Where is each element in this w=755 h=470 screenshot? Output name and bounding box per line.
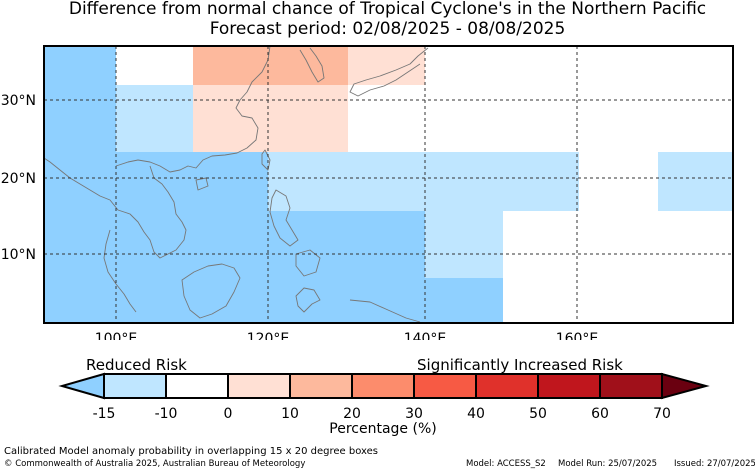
colorbar-extend-left xyxy=(58,372,105,400)
colorbar-box-1 xyxy=(103,373,167,399)
cell-light-west-pacific xyxy=(268,152,579,211)
lon-tick-140: 140°E xyxy=(404,331,447,340)
cell-light-east-block xyxy=(425,211,503,278)
cell-inc-china xyxy=(193,85,348,152)
coastline-indochina xyxy=(43,157,187,259)
colorbar-tick-10: 10 xyxy=(281,406,299,422)
anomaly-cells xyxy=(44,46,733,323)
colorbar-tick-30: 30 xyxy=(405,406,423,422)
colorbar-box-9 xyxy=(599,373,663,399)
map-panel: 100°E 120°E 140°E 160°E 30°N 20°N 10°N xyxy=(1,45,734,340)
coastline-taiwan xyxy=(261,149,271,171)
coastline-japan xyxy=(349,47,429,97)
colorbar-tick-20: 20 xyxy=(343,406,361,422)
cell-reduced-southeast xyxy=(425,278,503,323)
colorbar-box-8 xyxy=(537,373,601,399)
cell-light-far-east xyxy=(658,152,733,211)
footer-note: Calibrated Model anomaly probability in … xyxy=(4,446,379,457)
cell-reduced-philippines xyxy=(268,211,425,323)
colorbar-box-5 xyxy=(351,373,415,399)
colorbar-tick-70: 70 xyxy=(653,406,671,422)
colorbar-unit-label: Percentage (%) xyxy=(329,421,437,437)
lon-tick-160: 160°E xyxy=(556,331,599,340)
colorbar-box-4 xyxy=(289,373,353,399)
coastline-hainan xyxy=(195,177,209,191)
coastline-malay xyxy=(103,229,137,313)
colorbar-tick-40: 40 xyxy=(467,406,485,422)
increased-risk-label: Significantly Increased Risk xyxy=(417,356,623,374)
reduced-risk-label: Reduced Risk xyxy=(86,356,187,374)
coastlines xyxy=(43,45,429,323)
footer-copyright: © Commonwealth of Australia 2025, Austra… xyxy=(4,459,306,469)
map-title: Difference from normal chance of Tropica… xyxy=(68,0,707,19)
colorbar-box-6 xyxy=(413,373,477,399)
coastline-luzon xyxy=(269,189,299,247)
coastline-sulawesi xyxy=(295,287,321,313)
gridlines xyxy=(44,46,733,323)
footer-model: Model: ACCESS_S2 xyxy=(466,459,546,469)
colorbar-tick-m10: -10 xyxy=(154,406,178,422)
coastline-korea xyxy=(299,47,325,83)
lon-tick-120: 120°E xyxy=(247,331,290,340)
colorbar-tick-50: 50 xyxy=(529,406,547,422)
cell-light-south-china xyxy=(116,85,193,152)
lat-tick-20: 20°N xyxy=(1,171,36,187)
colorbar-tick-m15: -15 xyxy=(92,406,116,422)
colorbar-box-3 xyxy=(227,373,291,399)
lat-tick-10: 10°N xyxy=(1,247,36,263)
map-frame xyxy=(43,45,734,324)
footer-model-run: Model Run: 25/07/2025 xyxy=(558,459,658,469)
lat-tick-30: 30°N xyxy=(1,93,36,109)
colorbar-tick-60: 60 xyxy=(591,406,609,422)
colorbar-box-7 xyxy=(475,373,539,399)
cell-inc-north xyxy=(193,46,348,85)
cell-reduced-scs xyxy=(116,152,268,323)
cell-inc-japan xyxy=(348,46,425,85)
colorbar-extend-right xyxy=(661,372,710,400)
lon-tick-100: 100°E xyxy=(95,331,138,340)
coastline-china xyxy=(115,45,271,173)
footer-issued: Issued: 27/07/2025 xyxy=(674,459,755,469)
coastline-borneo xyxy=(181,263,241,319)
colorbar-tick-0: 0 xyxy=(223,406,233,422)
forecast-period: Forecast period: 02/08/2025 - 08/08/2025 xyxy=(209,19,566,39)
coastline-mindanao xyxy=(295,249,321,277)
coastline-newguinea xyxy=(349,299,421,323)
colorbar-box-2 xyxy=(165,373,229,399)
colorbar-boxes xyxy=(58,372,710,400)
